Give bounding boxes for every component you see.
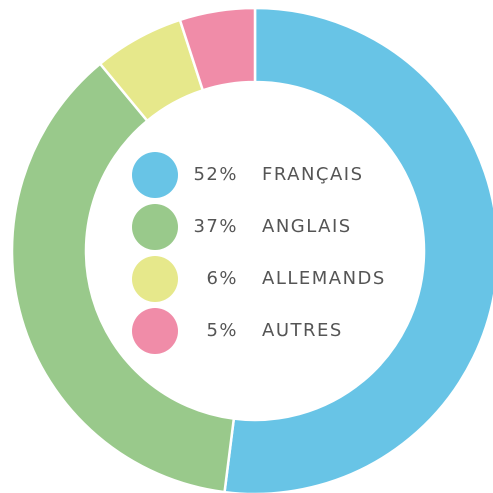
- legend-value: 5%: [206, 320, 238, 341]
- legend-label: ALLEMANDS: [262, 268, 386, 289]
- legend-label: ANGLAIS: [262, 216, 352, 237]
- donut-slice: [178, 6, 257, 92]
- legend-swatch: [132, 204, 178, 250]
- legend-value: 6%: [206, 268, 238, 289]
- legend-label: AUTRES: [262, 320, 343, 341]
- legend-value: 52%: [193, 164, 238, 185]
- legend-swatch: [132, 308, 178, 354]
- legend-swatch: [132, 256, 178, 302]
- donut-slice: [223, 6, 493, 493]
- legend-label: FRANÇAIS: [262, 164, 364, 185]
- legend-swatch: [132, 152, 178, 198]
- legend-value: 37%: [193, 216, 238, 237]
- donut-slice: [10, 62, 236, 493]
